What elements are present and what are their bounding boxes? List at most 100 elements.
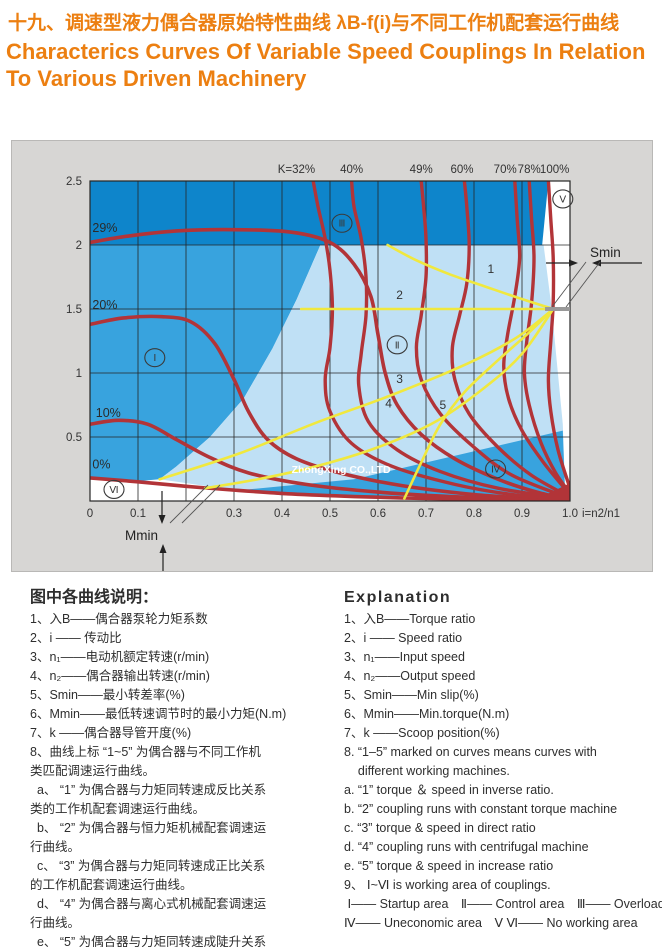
mmin-leader-line-1 xyxy=(169,484,209,524)
region-fill-medium-main xyxy=(90,245,321,482)
legend-line: 7、k ——Scoop position(%) xyxy=(344,726,500,740)
legend-line: 2、i —— Speed ratio xyxy=(344,631,463,645)
scoop-curve-k78% xyxy=(522,181,570,496)
x-tick-label: 0.7 xyxy=(418,508,434,520)
x-tick-label: 0.3 xyxy=(226,508,242,520)
legend-line: e. “5” torque & speed in increase ratio xyxy=(344,859,554,873)
slip-curve-10% xyxy=(90,418,570,501)
legend-line: c、 “3” 为偶合器与力矩同转速成正比关系 xyxy=(30,859,266,873)
region-label-Ⅱ: Ⅱ xyxy=(395,340,400,351)
legend-line: 7、k ——偶合器导管开度(%) xyxy=(30,726,192,740)
region-circle-Ⅵ xyxy=(103,479,125,500)
legend-line: 1、入B——偶合器泵轮力矩系数 xyxy=(30,612,208,626)
legend-chinese-column: 图中各曲线说明： 1、入B——偶合器泵轮力矩系数 2、i —— 传动比 3、n₁——… xyxy=(30,586,342,947)
coupling-characteristics-chart: 2.5 2 1.5 1 0.5 0 0.1 0.3 0.4 0.5 0.6 0.7 0.8 0.9 1.0 i… xyxy=(66,164,642,571)
mmin-up-arrowhead xyxy=(159,544,167,553)
page-title-en-line1: Characterics Curves Of Variable Speed Co… xyxy=(6,39,646,64)
plot-border xyxy=(89,180,571,502)
x-tick-label: 0.9 xyxy=(514,508,530,520)
x-axis-title: i=n2/n1 xyxy=(582,508,620,520)
legend-line: 5、Smin——最小转差率(%) xyxy=(30,688,185,702)
k-label: 70% xyxy=(494,164,517,176)
mmin-label: Mmin xyxy=(125,528,158,543)
region-fill-bottom-wedge xyxy=(234,430,566,498)
k-label: 40% xyxy=(340,164,363,176)
x-tick-label: 0.8 xyxy=(466,508,482,520)
y-tick-label: 2 xyxy=(76,240,82,252)
smin-label: Smin xyxy=(590,245,621,260)
machine-curve-4 xyxy=(203,307,555,490)
legend-line: 8. “1–5” marked on curves means curves w… xyxy=(344,745,597,759)
region-circle-Ⅳ xyxy=(485,459,507,479)
legend-line: 4、n₂——偶合器输出转速(r/min) xyxy=(30,669,210,683)
legend-line: d. “4” coupling runs with centrifugal ma… xyxy=(344,840,589,854)
legend-line: 类匹配调速运行曲线。 xyxy=(30,764,156,778)
y-tick-label: 0.5 xyxy=(66,432,82,444)
smin-reference-tick xyxy=(545,307,570,311)
y-tick-label: 2.5 xyxy=(66,176,82,188)
legend-line: 1、入B——Torque ratio xyxy=(344,612,476,626)
legend-line: 3、n₁——电动机额定转速(r/min) xyxy=(30,650,210,664)
scoop-curve-k60% xyxy=(450,181,570,499)
mmin-down-arrowhead xyxy=(158,515,166,524)
legend-line: 6、Mmin——最低转速调节时的最小力矩(N.m) xyxy=(30,707,287,721)
legend-line: 行曲线。 xyxy=(30,840,81,854)
machine-curve-5 xyxy=(403,307,555,500)
slip-label-29%: 29% xyxy=(92,221,117,235)
legend-line: d、 “4” 为偶合器与离心式机械配套调速运 xyxy=(30,897,267,911)
scoop-curve-k32% xyxy=(311,181,570,501)
scoop-curve-k40% xyxy=(349,181,570,501)
legend-chinese-header: 图中各曲线说明： xyxy=(30,589,159,606)
scoop-curve-k49% xyxy=(414,181,570,501)
x-tick-label: 0.4 xyxy=(274,508,291,520)
legend-line: 行曲线。 xyxy=(30,916,81,930)
machine-curve-label-4: 4 xyxy=(385,397,392,411)
slip-curve-29% xyxy=(90,227,570,501)
machine-curve-label-1: 1 xyxy=(487,262,494,276)
slip-label-20%: 20% xyxy=(92,298,117,312)
x-tick-label: 0.5 xyxy=(322,508,338,520)
red-convergence-corner xyxy=(534,483,570,501)
mmin-leader-line-2 xyxy=(181,484,221,524)
scoop-curve-k100% xyxy=(546,181,570,490)
y-tick-label: 1 xyxy=(76,368,82,380)
region-circle-Ⅱ xyxy=(386,335,408,355)
machine-curve-label-2: 2 xyxy=(396,288,403,302)
legend-line: 类的工作机配套调速运行曲线。 xyxy=(30,802,206,816)
legend-english-header: Explanation xyxy=(344,589,452,606)
k-label: 100% xyxy=(540,164,569,176)
legend-line: 2、i —— 传动比 xyxy=(30,631,122,645)
smin-arrowhead-right-pointing xyxy=(569,259,578,267)
k-label: K=32% xyxy=(278,164,315,176)
machine-curve-3 xyxy=(158,307,555,481)
legend-line: different working machines. xyxy=(344,764,510,778)
machine-curve-label-5: 5 xyxy=(439,398,446,412)
slip-label-0%: 0% xyxy=(92,457,110,471)
legend-line: c. “3” torque & speed in direct ratio xyxy=(344,821,536,835)
curves-group xyxy=(90,181,570,501)
smin-arrowhead-left-pointing xyxy=(592,259,601,267)
region-label-Ⅴ: Ⅴ xyxy=(559,194,566,205)
legend-line: e、 “5” 为偶合器与力矩同转速成陡升关系 xyxy=(30,935,267,947)
legend-line: Ⅳ—— Uneconomic area Ⅴ Ⅵ—— No working are… xyxy=(344,916,638,930)
k-label: 60% xyxy=(450,164,473,176)
k-label: 49% xyxy=(410,164,433,176)
page-title-en: Characterics Curves Of Variable Speed Co… xyxy=(6,38,660,92)
smin-leader-line-2 xyxy=(565,261,601,308)
k-label: 78% xyxy=(518,164,541,176)
x-tick-label: 0.1 xyxy=(130,508,146,520)
x-tick-label: 0 xyxy=(87,508,93,520)
slip-curve-0% xyxy=(90,476,570,501)
legend-line: a. “1” torque ＆ speed in inverse ratio. xyxy=(344,783,554,797)
slip-curve-20% xyxy=(90,314,570,501)
scoop-curve-k70% xyxy=(502,181,570,497)
legend-english-column: Explanation 1、入B——Torque ratio 2、i —— Spe… xyxy=(344,586,662,933)
page-title-zh: 十九、调速型液力偶合器原始特性曲线 λB-f(i)与不同工作机配套运行曲线 xyxy=(8,13,620,34)
slip-label-10%: 10% xyxy=(96,406,121,420)
legend-line: 4、n₂——Output speed xyxy=(344,669,476,683)
coupling-characteristics-chart-panel: 2.5 2 1.5 1 0.5 0 0.1 0.3 0.4 0.5 0.6 0.7 0.8 0.9 1.0 i… xyxy=(11,140,653,572)
page-title-en-line2: To Various Driven Machinery xyxy=(6,66,307,91)
region-circle-Ⅲ xyxy=(331,213,353,233)
smin-leader-line-1 xyxy=(551,261,587,308)
